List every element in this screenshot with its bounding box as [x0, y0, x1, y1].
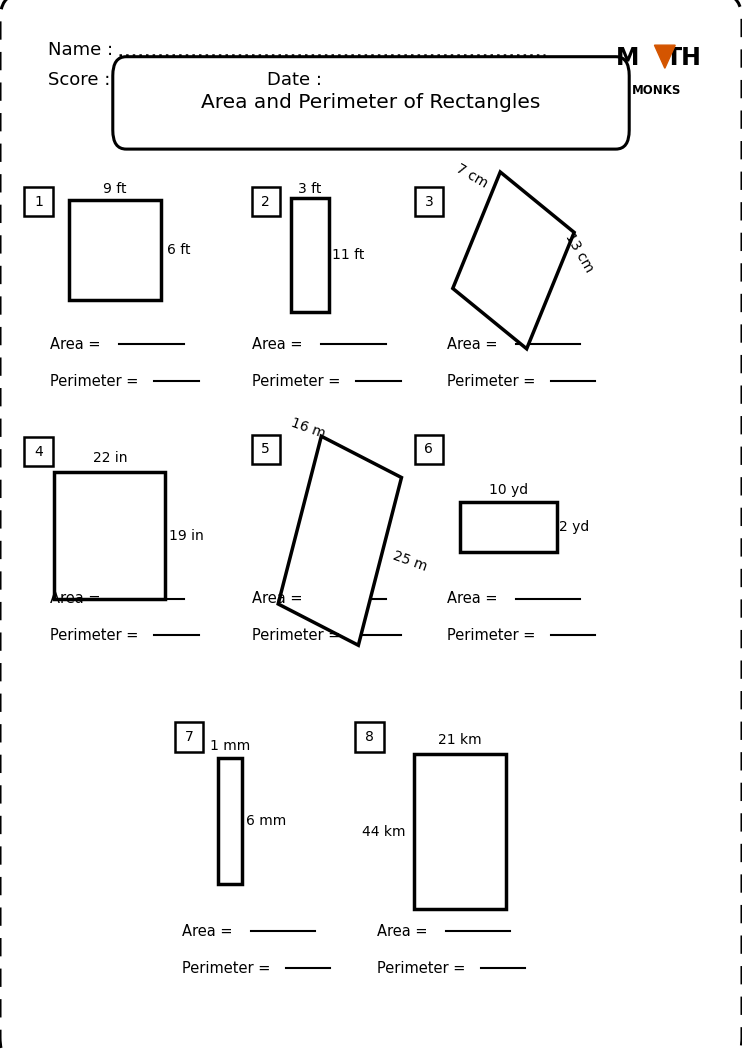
- Text: 7: 7: [185, 730, 194, 744]
- Text: 21 km: 21 km: [439, 733, 482, 747]
- Text: Perimeter =: Perimeter =: [252, 374, 341, 388]
- Text: M: M: [616, 46, 640, 69]
- Text: 9 ft: 9 ft: [103, 183, 127, 196]
- Text: 6 mm: 6 mm: [246, 814, 286, 828]
- Text: Perimeter =: Perimeter =: [377, 961, 465, 975]
- Text: Perimeter =: Perimeter =: [50, 628, 139, 643]
- Text: 8: 8: [365, 730, 374, 744]
- Polygon shape: [453, 172, 574, 349]
- Text: Perimeter =: Perimeter =: [50, 374, 139, 388]
- FancyBboxPatch shape: [252, 187, 280, 216]
- Text: MONKS: MONKS: [632, 84, 681, 97]
- Text: TH: TH: [666, 46, 701, 69]
- Text: Area =: Area =: [252, 591, 303, 606]
- FancyBboxPatch shape: [252, 435, 280, 464]
- Text: Name :: Name :: [48, 41, 114, 60]
- Text: 25 m: 25 m: [391, 549, 429, 574]
- Text: Area =: Area =: [252, 337, 303, 352]
- Text: 10 yd: 10 yd: [489, 483, 528, 497]
- Text: Area =: Area =: [447, 337, 497, 352]
- Text: 16 m: 16 m: [289, 416, 327, 441]
- Text: 22 in: 22 in: [93, 452, 127, 465]
- Text: Area and Perimeter of Rectangles: Area and Perimeter of Rectangles: [201, 93, 541, 112]
- Polygon shape: [278, 436, 401, 646]
- Text: Area =: Area =: [377, 924, 427, 939]
- Bar: [54, 472, 165, 598]
- Text: Perimeter =: Perimeter =: [252, 628, 341, 643]
- Bar: [218, 758, 242, 884]
- FancyBboxPatch shape: [415, 435, 443, 464]
- Text: 2 yd: 2 yd: [559, 520, 589, 534]
- Text: 6 ft: 6 ft: [167, 243, 191, 257]
- FancyBboxPatch shape: [355, 722, 384, 752]
- Text: 2: 2: [261, 194, 270, 209]
- Text: 11 ft: 11 ft: [332, 248, 365, 262]
- Text: Score :: Score :: [48, 70, 111, 89]
- Text: 3: 3: [424, 194, 433, 209]
- Text: Perimeter =: Perimeter =: [447, 374, 535, 388]
- Bar: [460, 502, 556, 552]
- Bar: [69, 200, 162, 300]
- FancyBboxPatch shape: [24, 437, 53, 466]
- Text: 1 mm: 1 mm: [210, 739, 250, 753]
- Text: Date :: Date :: [267, 70, 322, 89]
- Text: 3 ft: 3 ft: [298, 183, 322, 196]
- FancyBboxPatch shape: [24, 187, 53, 216]
- Text: Area =: Area =: [182, 924, 232, 939]
- FancyBboxPatch shape: [113, 57, 629, 149]
- Bar: [291, 198, 329, 312]
- FancyBboxPatch shape: [175, 722, 203, 752]
- Text: 1: 1: [34, 194, 43, 209]
- Text: 4: 4: [34, 444, 43, 459]
- Text: 13 cm: 13 cm: [562, 231, 596, 275]
- Text: 19 in: 19 in: [169, 528, 204, 543]
- Text: Area =: Area =: [447, 591, 497, 606]
- Text: 44 km: 44 km: [362, 824, 406, 839]
- Text: 7 cm: 7 cm: [453, 162, 490, 191]
- Bar: [414, 754, 507, 909]
- Text: Area =: Area =: [50, 337, 101, 352]
- Polygon shape: [654, 45, 675, 68]
- Text: Perimeter =: Perimeter =: [447, 628, 535, 643]
- FancyBboxPatch shape: [415, 187, 443, 216]
- Text: Perimeter =: Perimeter =: [182, 961, 270, 975]
- Text: Area =: Area =: [50, 591, 101, 606]
- Text: 5: 5: [261, 442, 270, 457]
- Text: 6: 6: [424, 442, 433, 457]
